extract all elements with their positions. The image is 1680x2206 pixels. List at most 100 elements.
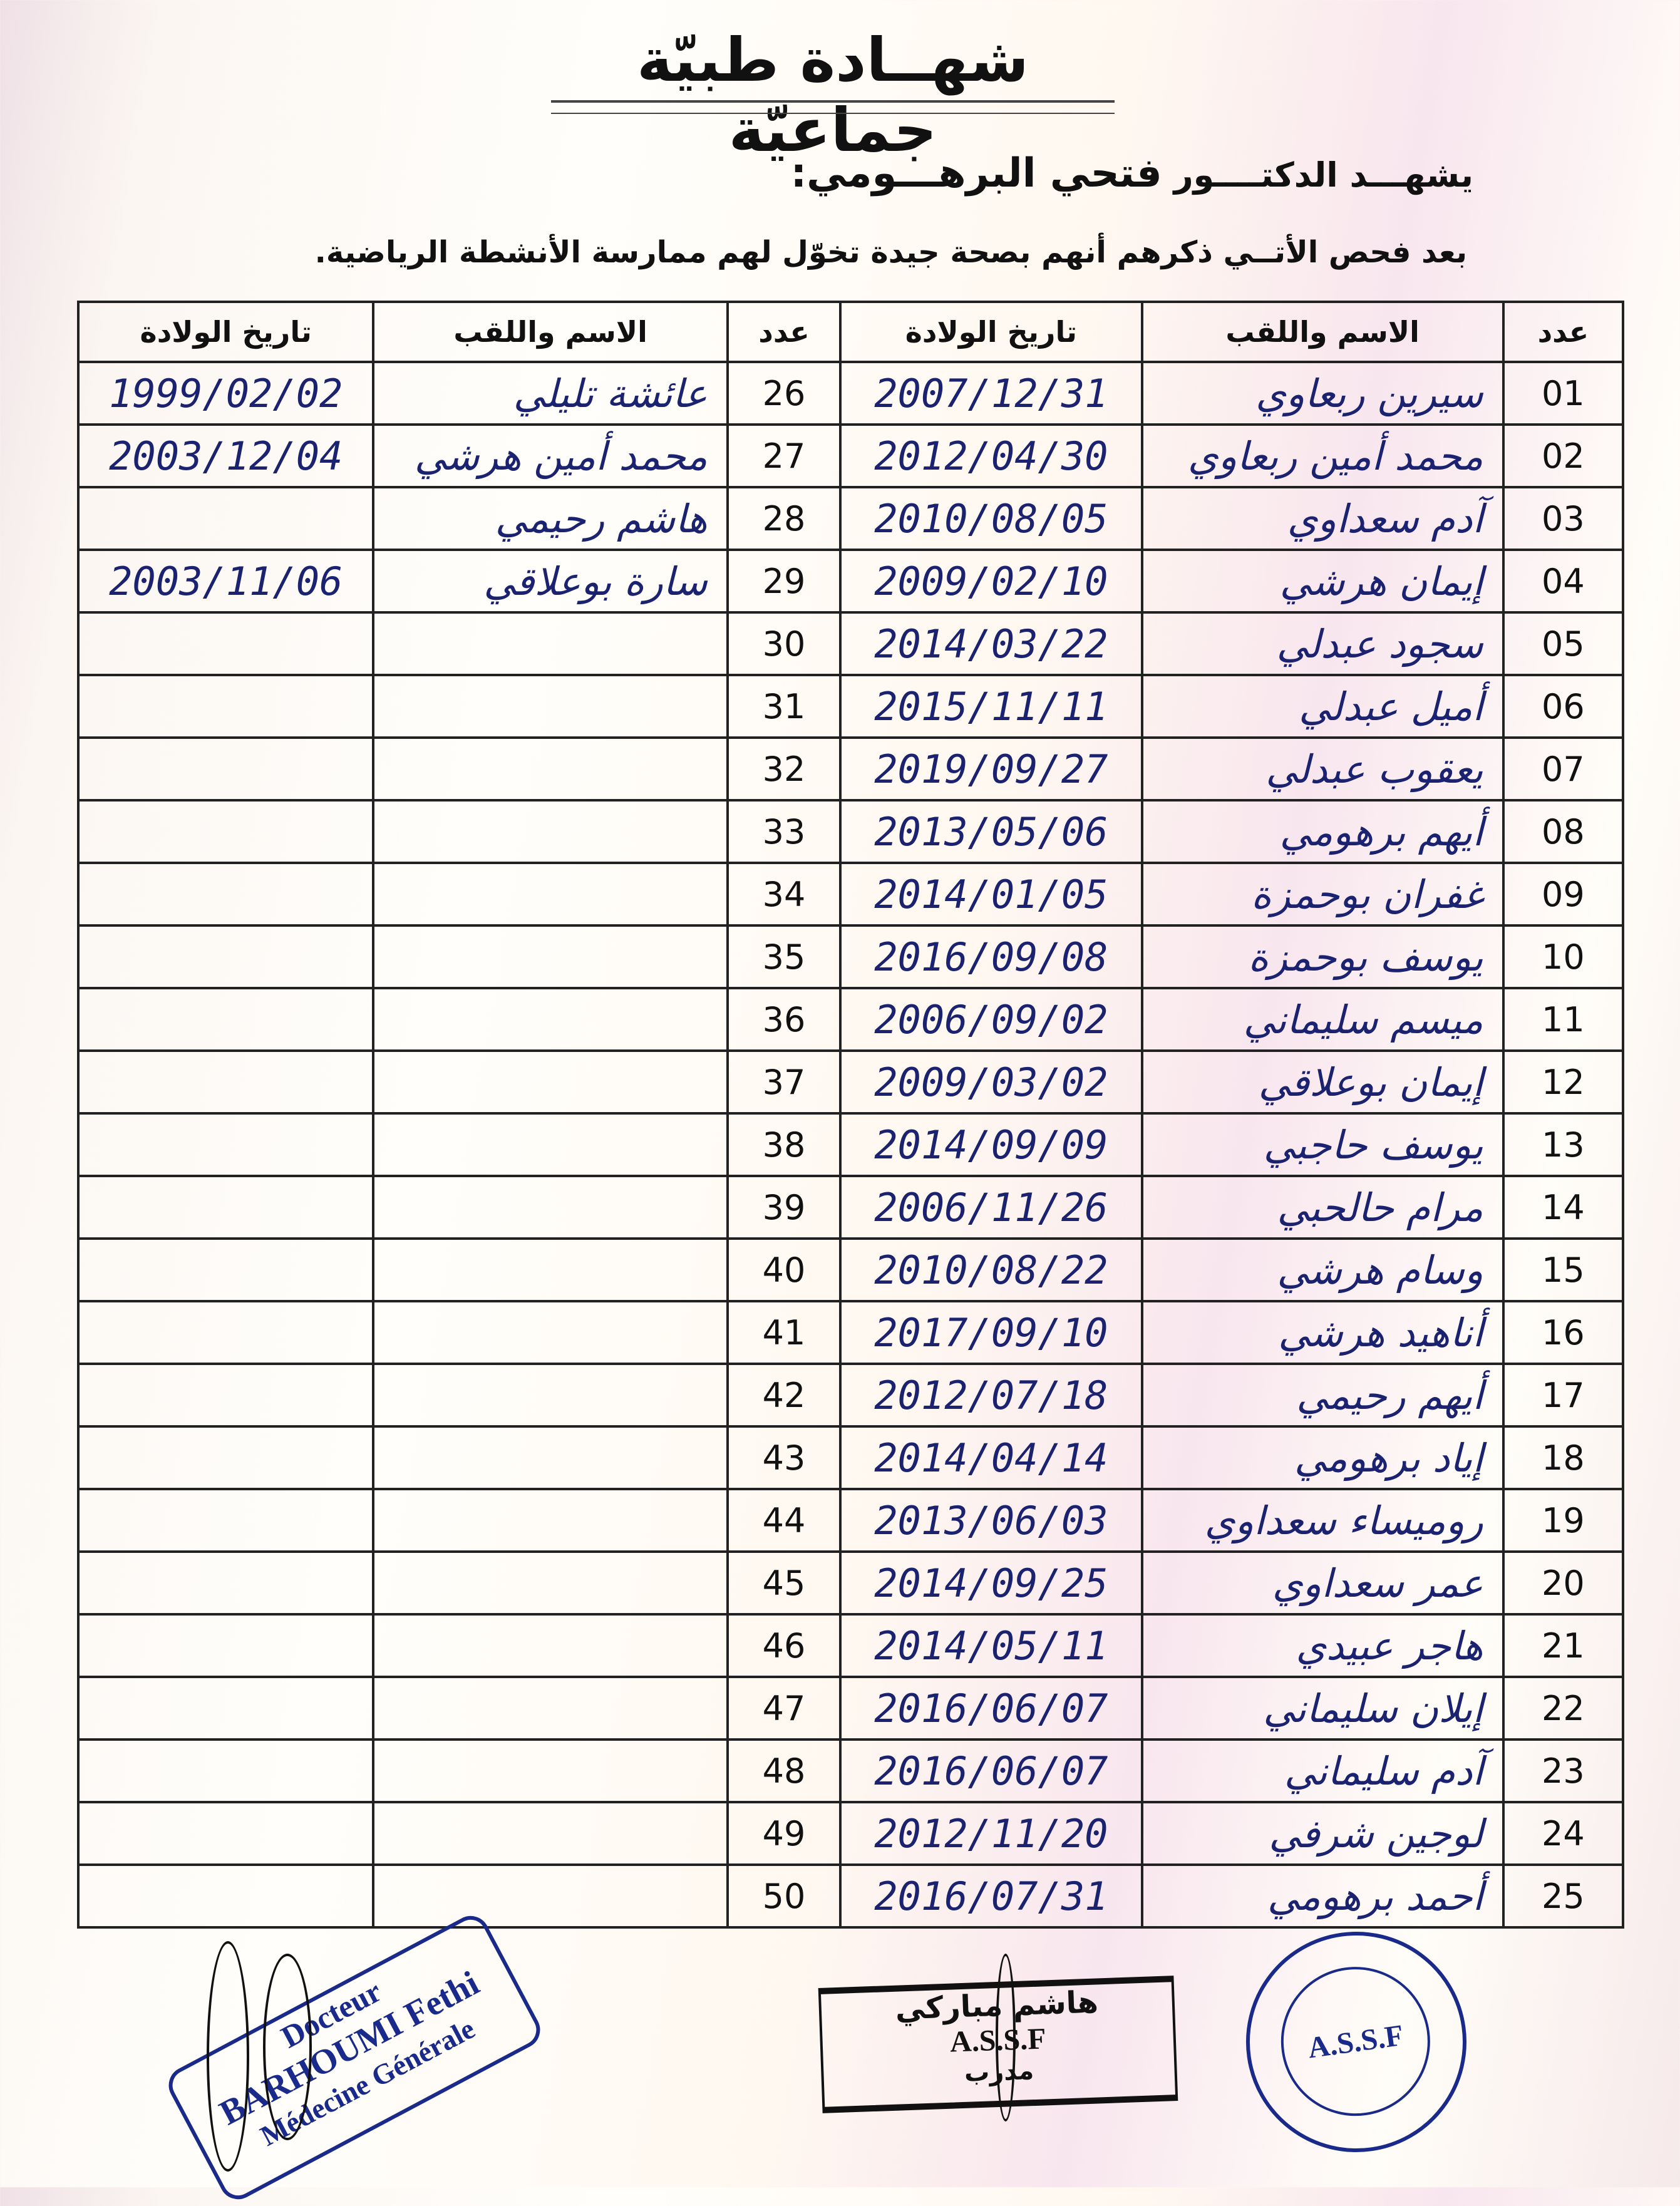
left-name: سارة بوعلاقي bbox=[372, 549, 729, 614]
table-row: 31 2015/11/11 أميل عبدلي 06 bbox=[76, 674, 1625, 739]
table-row: 41 2017/09/10 أناهيد هرشي 16 bbox=[76, 1300, 1625, 1365]
left-number: 39 bbox=[726, 1175, 842, 1240]
left-name bbox=[372, 862, 729, 927]
left-number: 30 bbox=[726, 611, 842, 676]
right-birth-date: 2009/03/02 bbox=[839, 1049, 1143, 1115]
left-birth-date bbox=[76, 1175, 375, 1240]
table-row: 49 2012/11/20 لوجين شرفي 24 bbox=[76, 1801, 1625, 1866]
header-name-left: الاسم واللقب bbox=[372, 301, 729, 363]
left-name: هاشم رحيمي bbox=[372, 486, 729, 551]
left-number: 47 bbox=[726, 1676, 842, 1741]
right-number: 19 bbox=[1502, 1488, 1625, 1553]
right-number: 25 bbox=[1502, 1863, 1625, 1929]
certifies-text: يشهـــد الدكتــــور bbox=[1173, 155, 1473, 195]
title-underline bbox=[551, 100, 1115, 103]
header-number-right: عدد bbox=[1502, 301, 1625, 363]
left-number: 50 bbox=[726, 1863, 842, 1929]
left-birth-date bbox=[76, 1237, 375, 1302]
participants-table: تاريخ الولادة الاسم واللقب عدد تاريخ الو… bbox=[76, 301, 1625, 1929]
right-birth-date: 2016/06/07 bbox=[839, 1676, 1143, 1741]
table-row: 50 2016/07/31 أحمد برهومي 25 bbox=[76, 1863, 1625, 1929]
right-birth-date: 2013/06/03 bbox=[839, 1488, 1143, 1553]
left-birth-date bbox=[76, 1425, 375, 1490]
document-title: شهــادة طبيّة جماعيّة bbox=[637, 25, 1029, 165]
left-name bbox=[372, 1613, 729, 1678]
right-name: أيهم برهومي bbox=[1140, 799, 1505, 864]
right-name: محمد أمين ربعاوي bbox=[1140, 423, 1505, 488]
table-row: 43 2014/04/14 إياد برهومي 18 bbox=[76, 1425, 1625, 1490]
left-name: عائشة تليلي bbox=[372, 361, 729, 426]
header-birth-date-right: تاريخ الولادة bbox=[839, 301, 1143, 363]
left-birth-date bbox=[76, 1550, 375, 1616]
table-row: 42 2012/07/18 أيهم رحيمي 17 bbox=[76, 1363, 1625, 1428]
right-number: 06 bbox=[1502, 674, 1625, 739]
left-name bbox=[372, 1676, 729, 1741]
right-name: يوسف بوحمزة bbox=[1140, 924, 1505, 989]
left-number: 41 bbox=[726, 1300, 842, 1365]
right-birth-date: 2017/09/10 bbox=[839, 1300, 1143, 1365]
right-birth-date: 2012/11/20 bbox=[839, 1801, 1143, 1866]
table-row: 38 2014/09/09 يوسف حاجبي 13 bbox=[76, 1112, 1625, 1177]
right-name: عمر سعداوي bbox=[1140, 1550, 1505, 1616]
right-number: 14 bbox=[1502, 1175, 1625, 1240]
left-birth-date bbox=[76, 924, 375, 989]
right-birth-date: 2014/05/11 bbox=[839, 1613, 1143, 1678]
left-name bbox=[372, 611, 729, 676]
right-birth-date: 2012/04/30 bbox=[839, 423, 1143, 488]
right-birth-date: 2016/06/07 bbox=[839, 1738, 1143, 1803]
right-name: ميسم سليماني bbox=[1140, 987, 1505, 1052]
right-birth-date: 2015/11/11 bbox=[839, 674, 1143, 739]
table-row: 46 2014/05/11 هاجر عبيدي 21 bbox=[76, 1613, 1625, 1678]
right-number: 21 bbox=[1502, 1613, 1625, 1678]
right-name: هاجر عبيدي bbox=[1140, 1613, 1505, 1678]
right-name: يعقوب عبدلي bbox=[1140, 736, 1505, 801]
left-birth-date bbox=[76, 1488, 375, 1553]
left-birth-date: 2003/11/06 bbox=[76, 549, 375, 614]
right-birth-date: 2006/11/26 bbox=[839, 1175, 1143, 1240]
title-underline-2 bbox=[551, 113, 1115, 114]
left-number: 49 bbox=[726, 1801, 842, 1866]
right-number: 20 bbox=[1502, 1550, 1625, 1616]
table-row: 32 2019/09/27 يعقوب عبدلي 07 bbox=[76, 736, 1625, 801]
left-number: 32 bbox=[726, 736, 842, 801]
left-name bbox=[372, 1175, 729, 1240]
left-number: 36 bbox=[726, 987, 842, 1052]
right-number: 12 bbox=[1502, 1049, 1625, 1115]
left-name bbox=[372, 674, 729, 739]
right-name: آدم سليماني bbox=[1140, 1738, 1505, 1803]
signature-mark bbox=[207, 1941, 249, 2172]
left-birth-date bbox=[76, 611, 375, 676]
left-number: 38 bbox=[726, 1112, 842, 1177]
left-birth-date bbox=[76, 1676, 375, 1741]
left-name bbox=[372, 1801, 729, 1866]
left-name bbox=[372, 1049, 729, 1115]
right-birth-date: 2019/09/27 bbox=[839, 736, 1143, 801]
right-birth-date: 2016/09/08 bbox=[839, 924, 1143, 989]
right-birth-date: 2010/08/22 bbox=[839, 1237, 1143, 1302]
table-row: 40 2010/08/22 وسام هرشي 15 bbox=[76, 1237, 1625, 1302]
left-name bbox=[372, 1363, 729, 1428]
left-birth-date bbox=[76, 1863, 375, 1929]
right-number: 01 bbox=[1502, 361, 1625, 426]
right-number: 07 bbox=[1502, 736, 1625, 801]
right-birth-date: 2009/02/10 bbox=[839, 549, 1143, 614]
statement-text: بعد فحص الأتــي ذكرهم أنهم بصحة جيدة تخو… bbox=[314, 235, 1467, 270]
right-name: إياد برهومي bbox=[1140, 1425, 1505, 1490]
table-header-row: تاريخ الولادة الاسم واللقب عدد تاريخ الو… bbox=[76, 301, 1625, 363]
left-birth-date bbox=[76, 486, 375, 551]
signature-mark bbox=[996, 1954, 1016, 2121]
left-birth-date bbox=[76, 1363, 375, 1428]
left-number: 45 bbox=[726, 1550, 842, 1616]
left-number: 48 bbox=[726, 1738, 842, 1803]
left-birth-date bbox=[76, 862, 375, 927]
right-number: 09 bbox=[1502, 862, 1625, 927]
table-row: 48 2016/06/07 آدم سليماني 23 bbox=[76, 1738, 1625, 1803]
left-name bbox=[372, 1863, 729, 1929]
table-row: 34 2014/01/05 غفران بوحمزة 09 bbox=[76, 862, 1625, 927]
left-birth-date: 1999/02/02 bbox=[76, 361, 375, 426]
right-number: 03 bbox=[1502, 486, 1625, 551]
left-number: 28 bbox=[726, 486, 842, 551]
left-name: محمد أمين هرشي bbox=[372, 423, 729, 488]
right-name: يوسف حاجبي bbox=[1140, 1112, 1505, 1177]
left-number: 33 bbox=[726, 799, 842, 864]
